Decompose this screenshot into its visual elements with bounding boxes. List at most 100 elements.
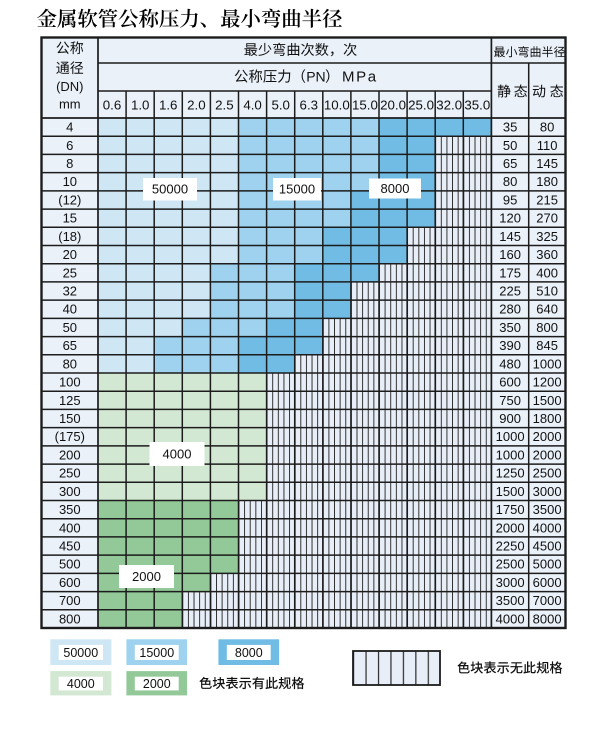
svg-text:4000: 4000 bbox=[533, 520, 562, 535]
svg-text:40: 40 bbox=[63, 302, 77, 317]
svg-text:25: 25 bbox=[63, 265, 77, 280]
svg-text:MPa: MPa bbox=[342, 69, 378, 86]
svg-text:480: 480 bbox=[499, 356, 521, 371]
svg-text:175: 175 bbox=[499, 265, 521, 280]
svg-text:2.0: 2.0 bbox=[187, 98, 206, 113]
svg-text:900: 900 bbox=[499, 411, 521, 426]
svg-text:15.0: 15.0 bbox=[352, 98, 378, 113]
svg-text:640: 640 bbox=[536, 302, 558, 317]
svg-text:2250: 2250 bbox=[496, 539, 525, 554]
svg-text:4000: 4000 bbox=[163, 447, 192, 462]
svg-text:225: 225 bbox=[499, 284, 521, 299]
svg-text:3500: 3500 bbox=[533, 502, 562, 517]
svg-text:8000: 8000 bbox=[235, 646, 263, 660]
svg-text:110: 110 bbox=[537, 138, 558, 153]
svg-text:1.0: 1.0 bbox=[131, 98, 150, 113]
svg-text:2.5: 2.5 bbox=[215, 98, 234, 113]
svg-text:4000: 4000 bbox=[496, 611, 525, 626]
svg-text:150: 150 bbox=[59, 411, 81, 426]
svg-text:50: 50 bbox=[503, 138, 517, 153]
svg-text:390: 390 bbox=[499, 338, 521, 353]
svg-text:80: 80 bbox=[63, 356, 77, 371]
svg-text:1250: 1250 bbox=[496, 466, 525, 481]
svg-text:100: 100 bbox=[59, 375, 81, 390]
svg-text:1500: 1500 bbox=[496, 484, 525, 499]
svg-text:1000: 1000 bbox=[496, 429, 525, 444]
svg-text:3500: 3500 bbox=[496, 593, 525, 608]
svg-text:(12): (12) bbox=[58, 193, 81, 208]
svg-text:80: 80 bbox=[540, 120, 554, 135]
svg-text:350: 350 bbox=[499, 320, 521, 335]
svg-text:180: 180 bbox=[536, 174, 558, 189]
svg-text:2000: 2000 bbox=[533, 448, 562, 463]
svg-text:200: 200 bbox=[59, 448, 81, 463]
svg-text:1200: 1200 bbox=[533, 375, 562, 390]
svg-text:1800: 1800 bbox=[533, 411, 562, 426]
svg-text:6000: 6000 bbox=[533, 575, 562, 590]
svg-text:300: 300 bbox=[59, 484, 81, 499]
svg-text:35.0: 35.0 bbox=[464, 98, 490, 113]
svg-text:450: 450 bbox=[59, 539, 81, 554]
svg-text:120: 120 bbox=[499, 211, 521, 226]
svg-text:145: 145 bbox=[536, 156, 558, 171]
svg-text:350: 350 bbox=[59, 502, 81, 517]
svg-text:15000: 15000 bbox=[279, 182, 315, 197]
svg-text:2500: 2500 bbox=[533, 466, 562, 481]
svg-text:6: 6 bbox=[66, 138, 73, 153]
svg-text:50000: 50000 bbox=[152, 182, 188, 197]
svg-text:4500: 4500 bbox=[533, 539, 562, 554]
svg-text:25.0: 25.0 bbox=[408, 98, 434, 113]
svg-text:250: 250 bbox=[59, 466, 81, 481]
svg-text:510: 510 bbox=[536, 284, 558, 299]
svg-text:600: 600 bbox=[59, 575, 81, 590]
svg-text:10.0: 10.0 bbox=[324, 98, 350, 113]
svg-text:4.0: 4.0 bbox=[243, 98, 262, 113]
svg-text:8: 8 bbox=[66, 156, 73, 171]
svg-text:160: 160 bbox=[499, 247, 521, 262]
svg-text:10: 10 bbox=[63, 174, 77, 189]
svg-text:280: 280 bbox=[499, 302, 521, 317]
svg-text:700: 700 bbox=[59, 593, 81, 608]
svg-text:65: 65 bbox=[63, 338, 77, 353]
svg-text:125: 125 bbox=[59, 393, 81, 408]
svg-text:500: 500 bbox=[59, 557, 81, 572]
svg-text:2000: 2000 bbox=[533, 429, 562, 444]
svg-text:15000: 15000 bbox=[139, 646, 174, 660]
svg-text:32: 32 bbox=[63, 284, 77, 299]
svg-text:1500: 1500 bbox=[533, 393, 562, 408]
svg-text:1.6: 1.6 bbox=[159, 98, 178, 113]
svg-text:1000: 1000 bbox=[496, 448, 525, 463]
svg-text:7000: 7000 bbox=[533, 593, 562, 608]
svg-text:2000: 2000 bbox=[143, 677, 171, 691]
svg-text:50000: 50000 bbox=[63, 646, 98, 660]
svg-text:65: 65 bbox=[503, 156, 517, 171]
svg-text:270: 270 bbox=[536, 211, 558, 226]
svg-text:600: 600 bbox=[499, 375, 521, 390]
svg-text:800: 800 bbox=[536, 320, 558, 335]
svg-text:215: 215 bbox=[536, 193, 558, 208]
svg-text:360: 360 bbox=[536, 247, 558, 262]
svg-text:95: 95 bbox=[503, 193, 517, 208]
svg-text:8000: 8000 bbox=[381, 181, 410, 196]
svg-text:2000: 2000 bbox=[132, 569, 161, 584]
svg-text:4000: 4000 bbox=[67, 677, 95, 691]
svg-text:1000: 1000 bbox=[533, 356, 562, 371]
svg-text:(DN): (DN) bbox=[56, 79, 83, 94]
svg-text:20.0: 20.0 bbox=[380, 98, 406, 113]
svg-text:145: 145 bbox=[499, 229, 521, 244]
svg-text:400: 400 bbox=[59, 520, 81, 535]
svg-text:325: 325 bbox=[536, 229, 558, 244]
svg-text:2500: 2500 bbox=[496, 557, 525, 572]
svg-text:5000: 5000 bbox=[533, 557, 562, 572]
svg-text:3000: 3000 bbox=[496, 575, 525, 590]
svg-text:2000: 2000 bbox=[496, 520, 525, 535]
svg-text:1750: 1750 bbox=[496, 502, 525, 517]
svg-text:50: 50 bbox=[63, 320, 77, 335]
svg-text:20: 20 bbox=[63, 247, 77, 262]
svg-text:mm: mm bbox=[59, 97, 81, 112]
svg-text:35: 35 bbox=[503, 120, 517, 135]
svg-text:6.3: 6.3 bbox=[300, 98, 319, 113]
svg-text:400: 400 bbox=[536, 265, 558, 280]
svg-text:750: 750 bbox=[499, 393, 521, 408]
svg-text:3000: 3000 bbox=[533, 484, 562, 499]
